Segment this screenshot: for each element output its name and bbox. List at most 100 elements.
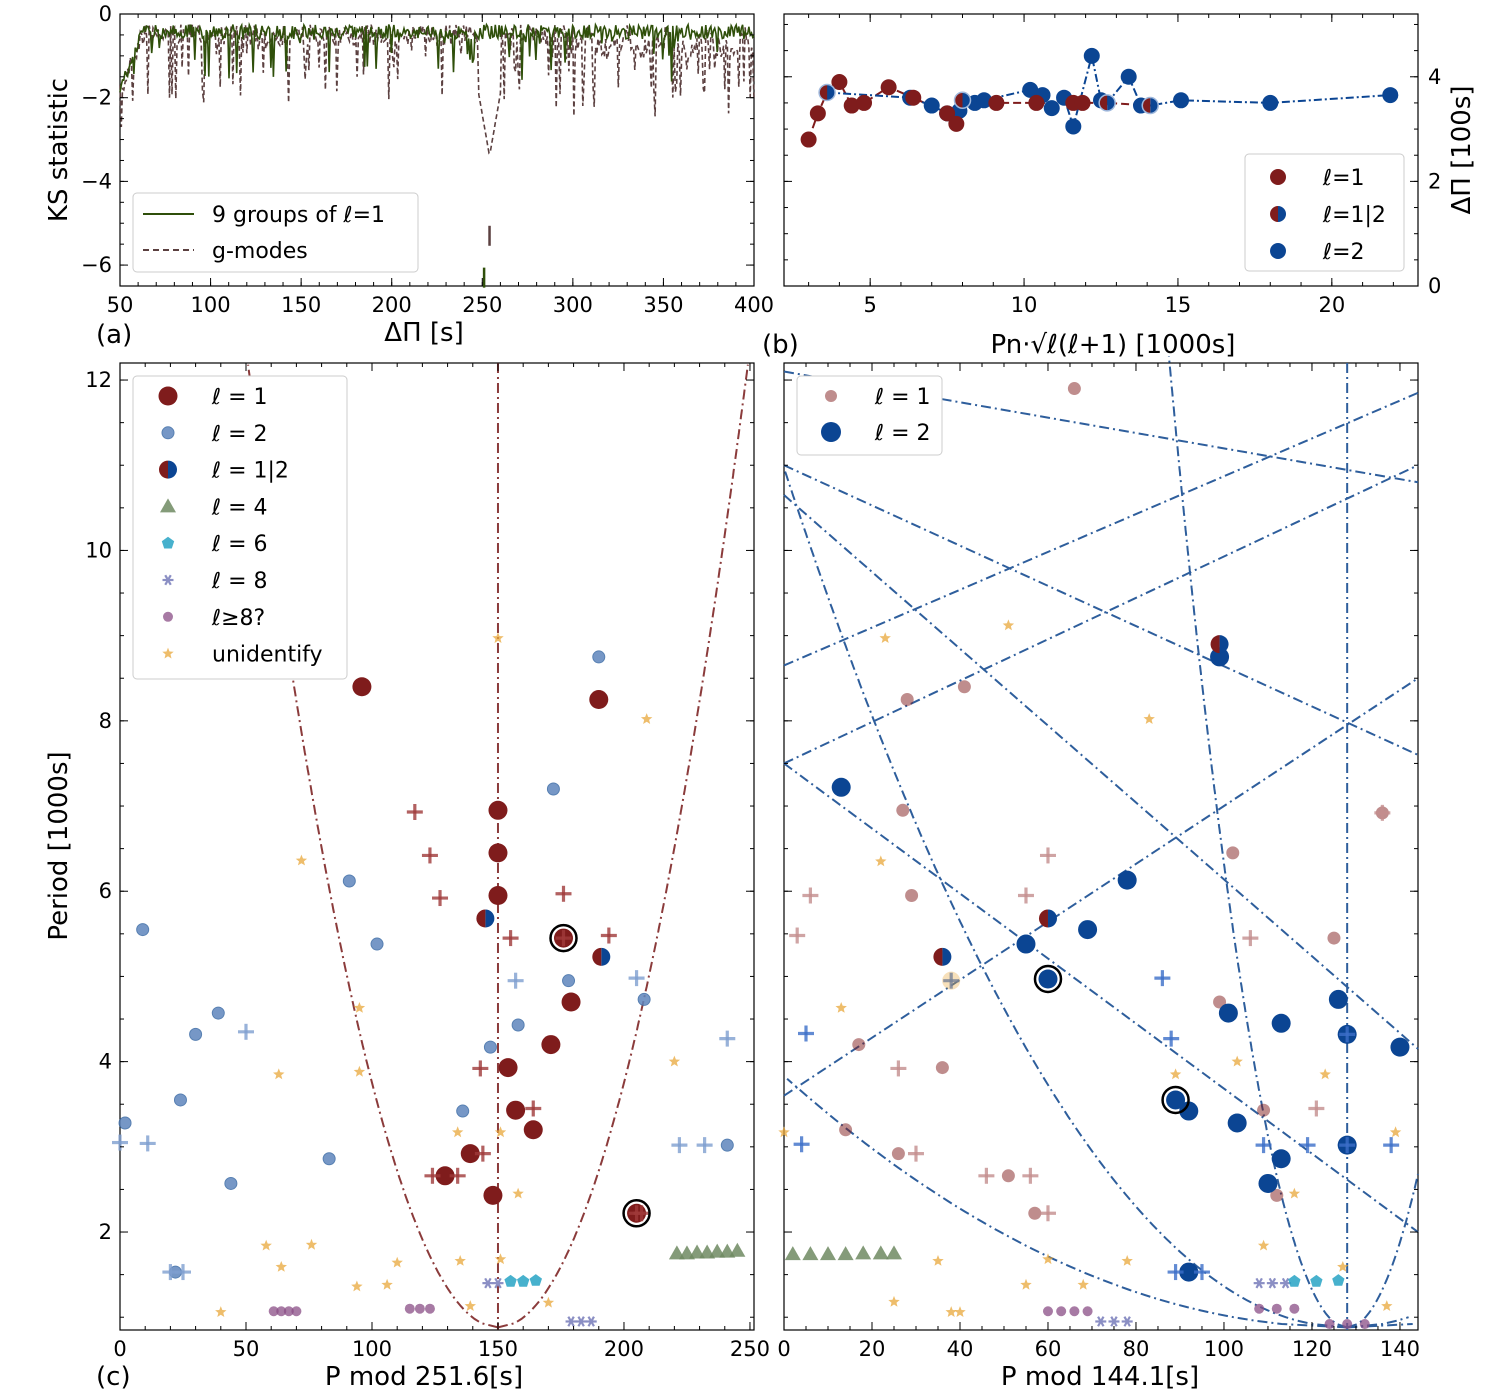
x-tick-label: 150	[478, 1337, 518, 1361]
l12-point	[1098, 94, 1116, 112]
lge8-mode	[1082, 1306, 1093, 1317]
panel-c-y-axis-label: Period [1000s]	[44, 751, 74, 940]
y-tick-label: −2	[81, 86, 112, 110]
legend-label-l8-mode: ℓ = 8	[211, 569, 268, 594]
l2-cross-marker	[1154, 970, 1171, 987]
panel-c-legend: ℓ = 1 ℓ = 2 ℓ = 1|2 ℓ = 4 ℓ = 6 ℓ = 8 ℓ≥8? unid…	[132, 375, 348, 680]
l1-mode	[541, 1035, 561, 1055]
l1-cross-marker	[890, 1060, 907, 1077]
l2-point	[1022, 81, 1039, 98]
l6-mode	[517, 1274, 530, 1287]
l1-mode	[435, 1166, 455, 1186]
lge8-mode	[424, 1303, 435, 1314]
l6-mode	[1288, 1274, 1301, 1287]
unidentified-mode	[879, 632, 891, 643]
panel-c-tag: (c)	[96, 1362, 131, 1392]
l2-cross-marker	[1339, 1137, 1356, 1154]
legend-label-l6-mode: ℓ = 6	[211, 532, 268, 557]
l1-cross-marker	[1039, 847, 1056, 864]
unidentified-mode	[778, 1126, 790, 1138]
l2-mode	[511, 1018, 525, 1032]
legend-marker-d-l2	[821, 422, 841, 442]
l12-mode-right	[601, 947, 611, 966]
unidentified-mode	[640, 713, 653, 724]
highlight-circle	[622, 1199, 651, 1228]
legend-marker-l1	[1270, 169, 1286, 185]
l8-mode-spoke	[484, 1277, 492, 1289]
legend-label-d-l1: ℓ = 1	[874, 385, 931, 410]
l1-mode	[1028, 1206, 1042, 1220]
l2-right-ridge-2	[1346, 1173, 1419, 1329]
legend-marker-l12-right	[1278, 206, 1286, 222]
l2-mode	[211, 1006, 225, 1020]
l2-mode	[1117, 870, 1137, 890]
legend-marker-l4-mode	[160, 498, 176, 513]
l1-cross-marker	[789, 927, 806, 944]
l2-mode	[118, 1116, 132, 1130]
unidentified-mode	[454, 1255, 466, 1266]
l1-cross-marker	[1374, 804, 1391, 821]
l1-point	[856, 94, 873, 111]
x-tick-label: 200	[372, 293, 412, 317]
l1-mode	[483, 1185, 503, 1205]
l4-mode	[819, 1246, 836, 1261]
l1-cross-marker	[502, 930, 519, 947]
legend-marker-lge8-mode	[163, 611, 173, 622]
l2-cross-marker	[112, 1134, 128, 1151]
l8-mode-spoke	[1281, 1277, 1290, 1289]
legend-label-l1-mode: ℓ = 1	[211, 385, 268, 410]
l1-cross-marker	[449, 1167, 466, 1184]
panel-b-ticks: 5 10 15 20 0 2 4	[784, 14, 1441, 317]
l1-cross-marker	[472, 1060, 489, 1077]
y-tick-label: −6	[81, 253, 112, 277]
l1-left-ridge	[247, 364, 499, 1329]
l2-diagonal-ridge-1	[783, 391, 1419, 667]
unidentified-mode	[492, 632, 504, 643]
x-tick-label: 10	[1011, 293, 1038, 317]
lge8-mode	[1289, 1303, 1300, 1314]
l1-mode	[900, 693, 914, 707]
l2-mode	[720, 1138, 734, 1152]
l1-cross-marker	[555, 930, 572, 947]
l1-cross-marker	[1242, 930, 1259, 947]
panel-a-ks-curves	[119, 21, 755, 288]
l2-cross-marker	[797, 1025, 814, 1042]
x-tick-label: 400	[734, 293, 774, 317]
x-tick-label: 140	[1380, 1337, 1420, 1361]
l2-mode	[189, 1027, 203, 1041]
unidentified-mode	[494, 1126, 507, 1138]
l1-cross-marker	[907, 1145, 924, 1162]
l2-mode	[1218, 1003, 1238, 1023]
l12-point-left	[819, 84, 828, 101]
lge8-mode	[1271, 1303, 1282, 1314]
l2-mode	[1179, 1101, 1199, 1121]
panel-c-ticks: 0 50 100 150 200 250 2 4 6 8 10 12	[85, 363, 770, 1361]
legend-marker-l6-mode	[161, 536, 175, 549]
unidentified-mode	[464, 1300, 476, 1311]
l2-cross-marker	[696, 1137, 713, 1154]
l8-mode-spoke	[494, 1277, 502, 1289]
legend-marker-d-l1	[825, 390, 837, 402]
l12-mode	[933, 947, 952, 966]
unidentified-mode	[295, 854, 308, 866]
l12-point-right	[1150, 97, 1159, 114]
l12-mode	[476, 909, 495, 928]
y-tick-label: 4	[99, 1050, 112, 1074]
x-tick-label: 300	[553, 293, 593, 317]
l12-mode-left	[933, 947, 943, 966]
lge8-mode	[291, 1306, 302, 1317]
l2-mode	[1271, 1149, 1291, 1169]
lge8-mode	[283, 1306, 294, 1317]
l12-mode-left	[1038, 909, 1048, 928]
l1-mode	[852, 1038, 866, 1052]
panel-b-legend: ℓ=1 ℓ=1|2 ℓ=2	[1244, 153, 1405, 272]
lge8-mode	[276, 1306, 287, 1317]
l2-point	[1382, 87, 1399, 104]
unidentified-mode	[1337, 1261, 1349, 1272]
panel-a-tag: (a)	[96, 320, 132, 350]
l2-cross-marker	[162, 1264, 179, 1281]
lge8-mode	[414, 1303, 425, 1314]
l1-mode	[1226, 846, 1240, 860]
panel-d-ticks: 0 20 40 60 80 100 120 140	[777, 363, 1420, 1361]
l2-cross-marker	[1383, 1137, 1400, 1154]
